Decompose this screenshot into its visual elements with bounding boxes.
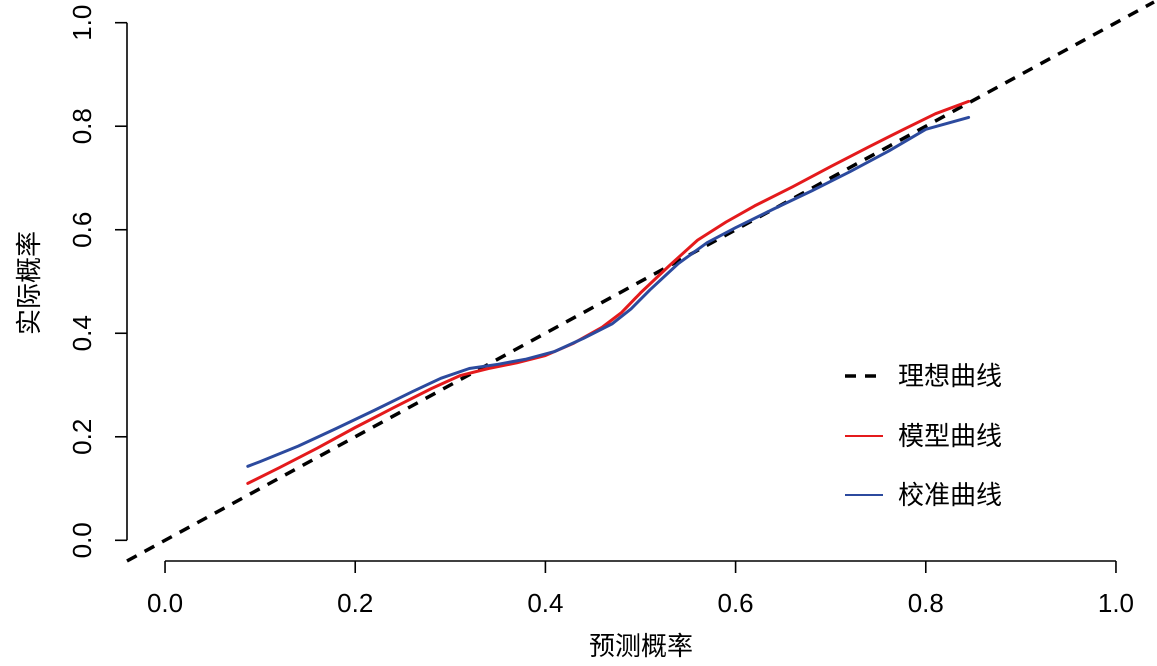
y-tick-label: 0.0 — [67, 522, 97, 558]
series-line-1 — [246, 99, 971, 485]
x-tick-label: 0.0 — [147, 588, 183, 618]
y-tick-label: 0.2 — [67, 419, 97, 455]
x-tick-label: 0.8 — [908, 588, 944, 618]
x-tick-label: 0.2 — [337, 588, 373, 618]
legend-label-1: 模型曲线 — [898, 422, 1002, 452]
y-tick-label: 0.4 — [67, 315, 97, 351]
series-layer — [126, 0, 1155, 563]
legend-label-2: 校准曲线 — [898, 481, 1002, 511]
x-tick-label: 0.4 — [527, 588, 563, 618]
x-tick-label: 0.6 — [718, 588, 754, 618]
legend-label-0: 理想曲线 — [898, 362, 1002, 392]
y-tick-label: 1.0 — [67, 5, 97, 41]
x-axis: 0.0 0.2 0.4 0.6 0.8 1.0 — [147, 560, 1134, 618]
y-tick-label: 0.8 — [67, 108, 97, 144]
series-line-0 — [126, 0, 1155, 563]
y-axis: 0.0 0.2 0.4 0.6 0.8 1.0 — [67, 5, 128, 558]
y-tick-label: 0.6 — [67, 212, 97, 248]
x-tick-label: 1.0 — [1098, 588, 1134, 618]
x-axis-title: 预测概率 — [589, 632, 693, 662]
series-line-2 — [246, 115, 971, 468]
y-axis-title: 实际概率 — [15, 231, 45, 335]
